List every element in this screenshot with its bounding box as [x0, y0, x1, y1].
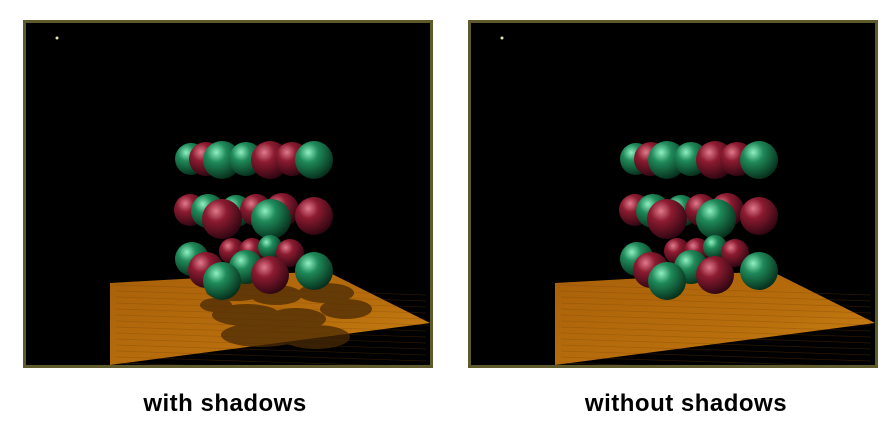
wood-grain [560, 332, 872, 344]
green-sphere [740, 141, 778, 179]
green-sphere [648, 262, 686, 300]
wood-grain [560, 326, 872, 338]
red-sphere [202, 199, 242, 239]
green-sphere [251, 199, 291, 239]
wood-grain [115, 356, 375, 365]
red-sphere [721, 239, 749, 267]
wood-grain [115, 350, 427, 362]
wood-grain [560, 314, 872, 326]
wood-grain [560, 350, 872, 362]
floor-plane [555, 271, 875, 365]
wood-grain [560, 290, 872, 302]
wood-grain [560, 308, 872, 320]
wood-grain [560, 302, 872, 314]
green-sphere [203, 262, 241, 300]
red-sphere [251, 256, 289, 294]
render-panel-with-shadows [23, 20, 433, 368]
wood-grain [560, 320, 872, 332]
green-sphere [696, 199, 736, 239]
red-sphere [696, 256, 734, 294]
scene-without-shadows [471, 23, 875, 365]
light-source-point [500, 36, 504, 40]
green-sphere [295, 141, 333, 179]
light-source-point [55, 36, 59, 40]
red-sphere [276, 239, 304, 267]
green-sphere [740, 252, 778, 290]
red-sphere [740, 197, 778, 235]
wood-grain [560, 356, 820, 365]
wood-grain [115, 362, 189, 365]
red-sphere [295, 197, 333, 235]
caption-without-shadows: without shadows [584, 390, 788, 417]
render-panel-without-shadows [468, 20, 878, 368]
scene-with-shadows [26, 23, 430, 365]
red-sphere [647, 199, 687, 239]
caption-with-shadows: with shadows [143, 390, 307, 417]
wood-grain [115, 344, 427, 356]
wood-grain [560, 344, 872, 356]
green-sphere [295, 252, 333, 290]
wood-grain [560, 362, 634, 365]
wood-grain [560, 338, 872, 350]
wood-grain [560, 296, 872, 308]
